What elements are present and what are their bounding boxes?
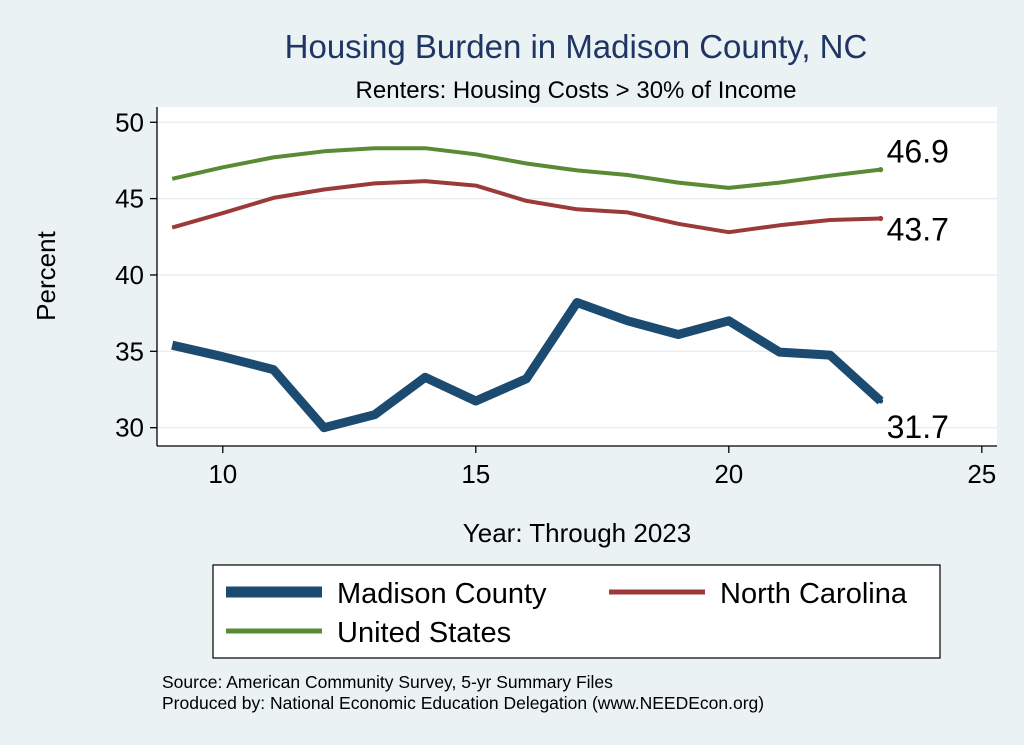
series-end-point-us bbox=[878, 167, 884, 173]
series-line-madison bbox=[171, 298, 884, 433]
chart-title: Housing Burden in Madison County, NC bbox=[285, 28, 868, 65]
source-note: Source: American Community Survey, 5-yr … bbox=[162, 672, 613, 692]
tick-labels: 30 35 40 45 50 10 15 20 25 bbox=[115, 107, 996, 489]
end-label-us: 46.9 bbox=[887, 134, 949, 170]
series-end-point-nc bbox=[878, 215, 884, 222]
legend-label-us: United States bbox=[337, 617, 511, 649]
end-label-madison: 31.7 bbox=[887, 409, 949, 445]
chart-subtitle: Renters: Housing Costs > 30% of Income bbox=[356, 77, 797, 104]
series-end-point-madison bbox=[878, 398, 884, 404]
tick-label-y-35: 35 bbox=[115, 336, 144, 366]
tick-label-x-15: 15 bbox=[461, 459, 490, 489]
series-line-nc bbox=[171, 179, 881, 235]
end-label-nc: 43.7 bbox=[887, 211, 949, 247]
gridlines bbox=[157, 121, 997, 429]
tick-label-y-40: 40 bbox=[115, 260, 144, 290]
x-axis-label: Year: Through 2023 bbox=[463, 518, 691, 548]
tick-label-y-45: 45 bbox=[115, 184, 144, 214]
produced-note: Produced by: National Economic Education… bbox=[162, 693, 764, 713]
legend-box bbox=[212, 564, 941, 659]
legend-label-madison: Madison County bbox=[337, 578, 547, 610]
tick-label-x-20: 20 bbox=[714, 459, 743, 489]
legend-label-nc: North Carolina bbox=[720, 578, 908, 610]
tick-label-x-25: 25 bbox=[967, 459, 996, 489]
end-labels: 46.9 43.7 31.7 bbox=[887, 134, 949, 445]
legend: Madison County North Carolina United Sta… bbox=[212, 564, 941, 659]
axes bbox=[150, 107, 997, 453]
series-line-us bbox=[171, 146, 881, 190]
plot-area bbox=[157, 107, 997, 446]
series-lines bbox=[171, 146, 884, 433]
y-axis-label: Percent bbox=[31, 230, 61, 320]
tick-label-y-50: 50 bbox=[115, 107, 144, 137]
tick-label-y-30: 30 bbox=[115, 413, 144, 443]
tick-label-x-10: 10 bbox=[208, 459, 237, 489]
